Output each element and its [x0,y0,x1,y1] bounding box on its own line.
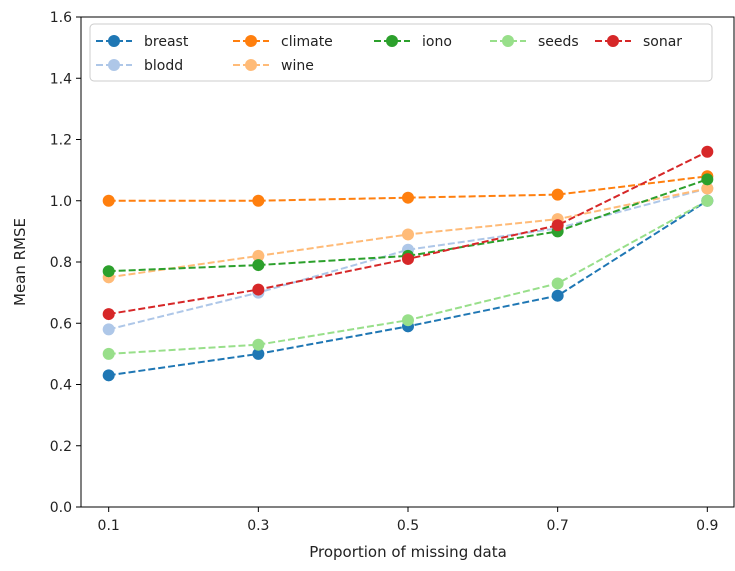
data-point-breast [551,289,564,302]
legend-marker [245,35,257,47]
x-tick-label: 0.7 [547,518,569,534]
legend-label: climate [281,34,333,50]
x-axis-label: Proportion of missing data [309,543,507,561]
data-point-climate [402,191,414,204]
legend-marker [245,59,257,71]
series-line-breast [108,199,708,377]
series-line-iono [108,178,708,273]
data-point-iono [252,259,265,272]
data-point-wine [252,249,265,262]
legend-marker [108,35,120,47]
legend-entry-breast: breast [96,34,189,50]
data-point-seeds [551,277,564,290]
legend-box [89,23,713,82]
data-point-seeds [102,347,115,360]
y-tick-label: 1.0 [50,194,72,210]
legend-entry-wine: wine [233,58,314,74]
data-point-sonar [402,252,414,265]
axes-frame [80,16,735,508]
y-tick-label: 0.0 [50,500,72,516]
legend-label: breast [144,34,189,50]
legend-entry-iono: iono [374,34,452,50]
y-tick-label: 0.2 [50,439,72,455]
series-seeds [102,194,714,360]
legend-label: sonar [643,34,682,50]
series-layer [102,145,714,382]
series-sonar [102,145,714,321]
data-point-wine [402,228,414,241]
data-point-seeds [701,194,714,207]
legend-label: wine [281,58,314,74]
data-point-sonar [551,219,564,232]
data-point-iono [701,173,714,186]
series-wine [102,182,714,284]
data-point-climate [252,194,265,207]
data-point-iono [102,265,115,278]
data-point-seeds [252,338,265,351]
y-axis-ticks: 0.0 0.2 0.4 0.6 0.8 1.0 1.2 1.4 1.6 [50,10,81,516]
data-point-blodd [102,323,115,336]
legend-entry-seeds: seeds [490,34,579,50]
y-axis-label: Mean RMSE [11,218,29,306]
data-point-sonar [102,308,115,321]
series-climate [102,170,714,207]
data-point-seeds [402,314,414,327]
y-tick-label: 1.6 [50,10,72,26]
legend-marker [108,59,120,71]
x-axis-ticks: 0.1 0.3 0.5 0.7 0.9 [98,507,718,534]
legend-label: seeds [538,34,579,50]
legend-label: blodd [144,58,183,74]
y-tick-label: 0.8 [50,255,72,271]
legend-label: iono [422,34,452,50]
x-tick-label: 0.9 [696,518,718,534]
data-point-climate [551,188,564,201]
legend-marker [607,35,619,47]
y-tick-label: 1.2 [50,133,72,149]
legend-marker [386,35,398,47]
y-tick-label: 1.4 [50,71,72,87]
legend-marker [502,35,514,47]
data-point-climate [102,194,115,207]
legend-entry-climate: climate [233,34,333,50]
legend: breast climate iono seeds sonar blodd wine [89,23,713,82]
legend-entry-blodd: blodd [96,58,183,74]
data-point-sonar [701,145,714,158]
data-point-breast [252,347,265,360]
data-point-wine [701,182,714,195]
y-tick-label: 0.6 [50,316,72,332]
x-tick-label: 0.3 [247,518,269,534]
data-point-breast [102,369,115,382]
x-tick-label: 0.1 [98,518,120,534]
legend-entry-sonar: sonar [595,34,682,50]
x-tick-label: 0.5 [397,518,419,534]
data-point-sonar [252,283,265,296]
y-tick-label: 0.4 [50,378,72,394]
series-breast [102,194,714,382]
